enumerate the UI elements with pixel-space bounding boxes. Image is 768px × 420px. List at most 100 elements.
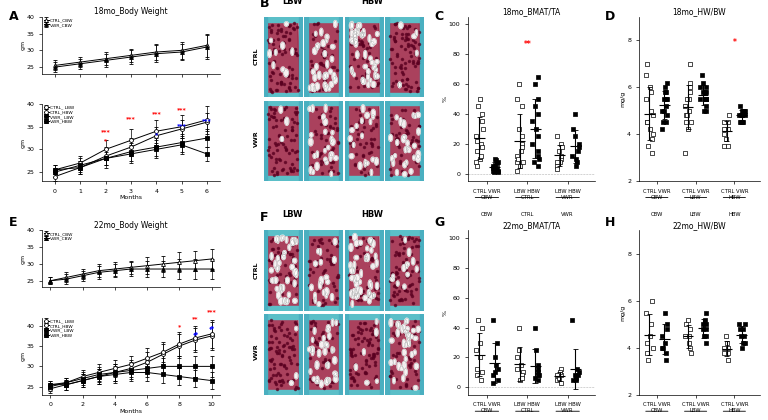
Point: [680, 333, 692, 339]
Ellipse shape: [404, 237, 406, 243]
Ellipse shape: [310, 284, 313, 291]
Ellipse shape: [365, 257, 367, 261]
Point: [697, 79, 709, 86]
Text: LBW: LBW: [283, 0, 303, 5]
Ellipse shape: [416, 150, 420, 158]
Polygon shape: [304, 176, 343, 181]
Ellipse shape: [413, 336, 418, 340]
Ellipse shape: [396, 170, 399, 176]
Ellipse shape: [275, 286, 279, 291]
Point: [531, 366, 544, 373]
Point: [490, 166, 502, 173]
Ellipse shape: [349, 267, 354, 274]
Polygon shape: [345, 231, 349, 311]
Ellipse shape: [328, 378, 330, 383]
Ellipse shape: [370, 60, 374, 65]
Ellipse shape: [308, 106, 312, 111]
Polygon shape: [307, 234, 340, 308]
Point: [738, 333, 750, 339]
Ellipse shape: [362, 29, 365, 34]
Ellipse shape: [333, 21, 337, 27]
Point: [572, 369, 584, 376]
Ellipse shape: [404, 329, 408, 333]
Polygon shape: [307, 318, 340, 391]
Ellipse shape: [313, 47, 317, 54]
Point: [511, 167, 523, 174]
Point: [641, 60, 653, 67]
Point: [718, 119, 730, 126]
Ellipse shape: [333, 357, 337, 364]
Text: HBW: HBW: [728, 213, 740, 218]
Ellipse shape: [415, 155, 420, 162]
Point: [513, 81, 525, 87]
Ellipse shape: [310, 84, 315, 91]
Ellipse shape: [349, 22, 353, 29]
Ellipse shape: [329, 154, 332, 161]
Ellipse shape: [309, 85, 311, 91]
Polygon shape: [299, 314, 303, 395]
Ellipse shape: [396, 281, 399, 286]
Ellipse shape: [366, 254, 369, 262]
Ellipse shape: [371, 81, 376, 87]
Text: VWR: VWR: [254, 130, 259, 147]
Ellipse shape: [356, 286, 359, 293]
Ellipse shape: [272, 62, 275, 68]
Ellipse shape: [350, 30, 354, 37]
Point: [738, 108, 750, 114]
X-axis label: Months: Months: [120, 195, 142, 200]
Point: [700, 96, 712, 102]
Text: *: *: [177, 324, 181, 329]
Point: [515, 143, 528, 150]
Ellipse shape: [405, 320, 407, 324]
Ellipse shape: [360, 118, 363, 123]
Ellipse shape: [402, 265, 406, 271]
Point: [700, 96, 713, 102]
Ellipse shape: [276, 256, 280, 261]
Text: ***: ***: [151, 111, 161, 116]
Ellipse shape: [281, 284, 285, 291]
Ellipse shape: [361, 133, 363, 138]
Ellipse shape: [376, 319, 378, 324]
Y-axis label: %: %: [442, 96, 448, 102]
Polygon shape: [385, 92, 424, 97]
Ellipse shape: [325, 293, 327, 298]
Ellipse shape: [349, 154, 354, 159]
Point: [646, 150, 658, 156]
Legend: CTRL_ LBW, CTRL_HBW, VWR_ LBW, VWR_HBW: CTRL_ LBW, CTRL_HBW, VWR_ LBW, VWR_HBW: [43, 318, 75, 338]
Point: [487, 163, 499, 170]
Ellipse shape: [354, 276, 356, 284]
Point: [697, 326, 709, 332]
Ellipse shape: [406, 140, 409, 146]
Point: [646, 297, 658, 304]
Ellipse shape: [293, 258, 296, 263]
Ellipse shape: [362, 349, 366, 355]
Ellipse shape: [366, 246, 369, 251]
Point: [737, 108, 749, 114]
Point: [569, 372, 581, 379]
Ellipse shape: [309, 138, 313, 146]
Point: [489, 369, 502, 376]
Point: [660, 102, 672, 109]
Ellipse shape: [282, 254, 286, 260]
Ellipse shape: [350, 37, 354, 43]
Y-axis label: mg/g: mg/g: [621, 304, 626, 321]
Ellipse shape: [284, 22, 289, 26]
Point: [489, 161, 502, 168]
Ellipse shape: [361, 105, 365, 113]
Point: [492, 366, 504, 373]
Point: [474, 155, 486, 162]
Point: [700, 333, 712, 339]
Polygon shape: [420, 17, 424, 97]
Ellipse shape: [361, 31, 363, 38]
Ellipse shape: [328, 87, 330, 91]
Ellipse shape: [283, 251, 286, 255]
Ellipse shape: [368, 238, 372, 244]
Ellipse shape: [402, 375, 405, 381]
Polygon shape: [263, 17, 267, 97]
Text: *: *: [733, 38, 737, 47]
Point: [722, 119, 734, 126]
Ellipse shape: [314, 297, 316, 303]
Ellipse shape: [369, 294, 373, 299]
Ellipse shape: [277, 260, 281, 265]
Ellipse shape: [351, 69, 353, 74]
